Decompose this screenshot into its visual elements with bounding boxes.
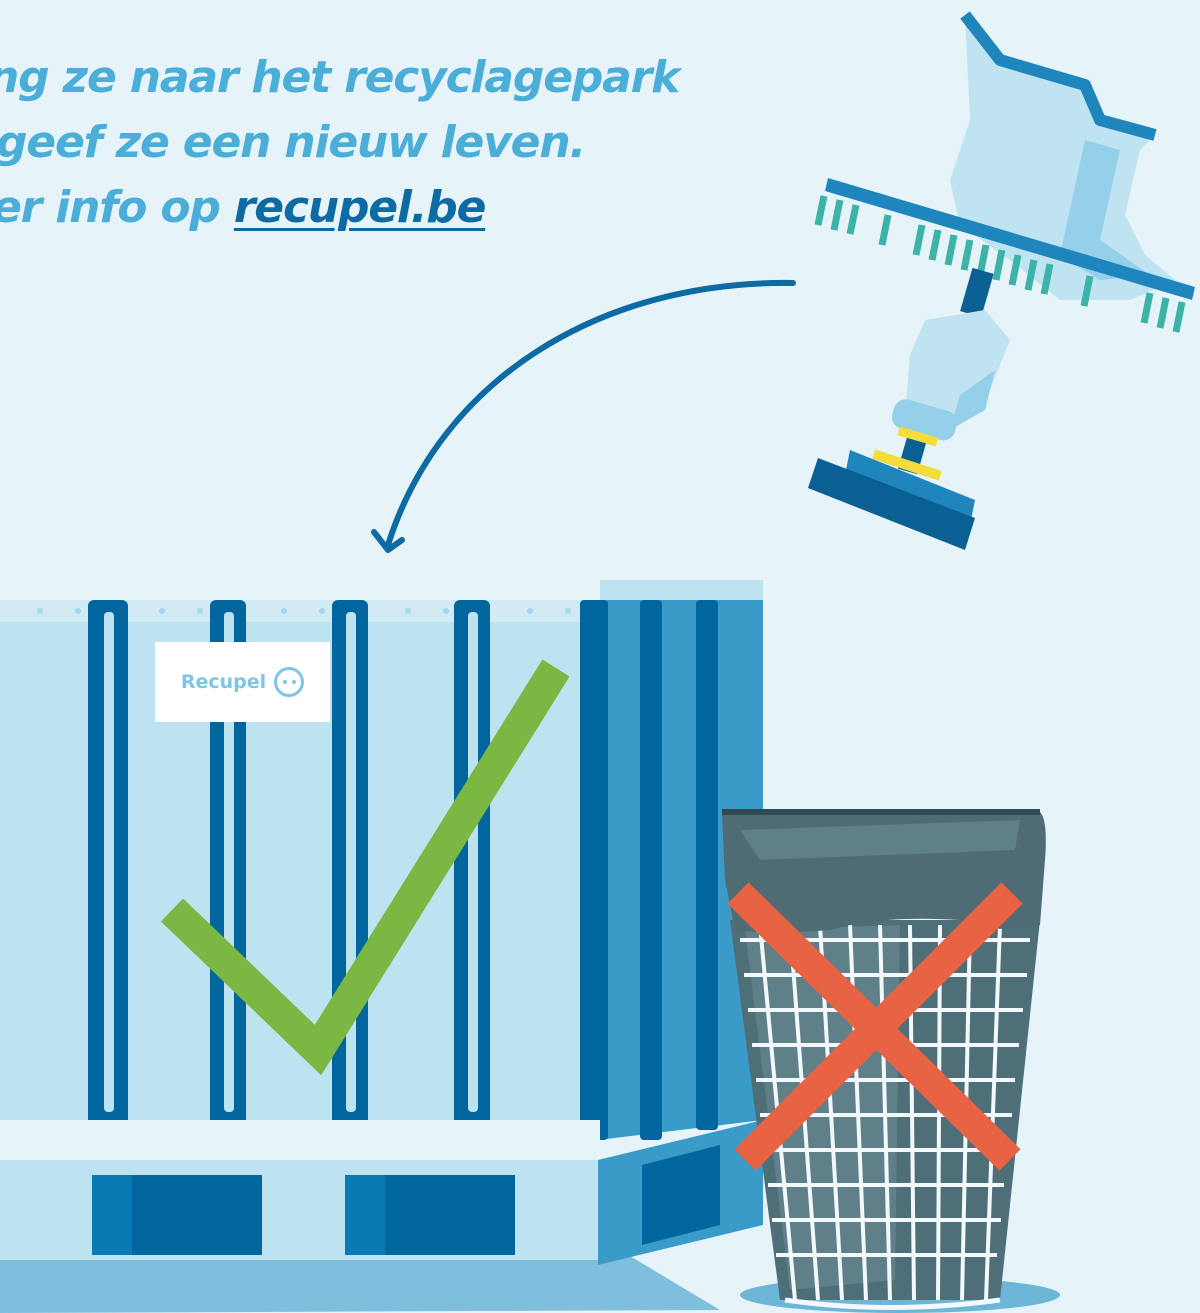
smiley-face-icon: [274, 667, 305, 697]
cross-icon: [727, 882, 1023, 1171]
headline-line-3-prefix: er info op: [0, 182, 234, 233]
recupel-label: Recupel: [155, 642, 330, 722]
pool-vacuum-icon: [808, 11, 1195, 550]
headline-line-2: geef ze een nieuw leven.: [0, 117, 586, 168]
checkmark-icon: [160, 659, 570, 1076]
brand-name: Recupel: [180, 671, 267, 693]
headline-line-3: er info op recupel.be: [0, 182, 487, 233]
curved-arrow-icon: [371, 279, 796, 553]
headline-line-1: ng ze naar het recyclagepark: [0, 52, 680, 103]
recupel-link[interactable]: recupel.be: [233, 182, 487, 233]
headline: ng ze naar het recyclagepark geef ze een…: [0, 0, 760, 260]
